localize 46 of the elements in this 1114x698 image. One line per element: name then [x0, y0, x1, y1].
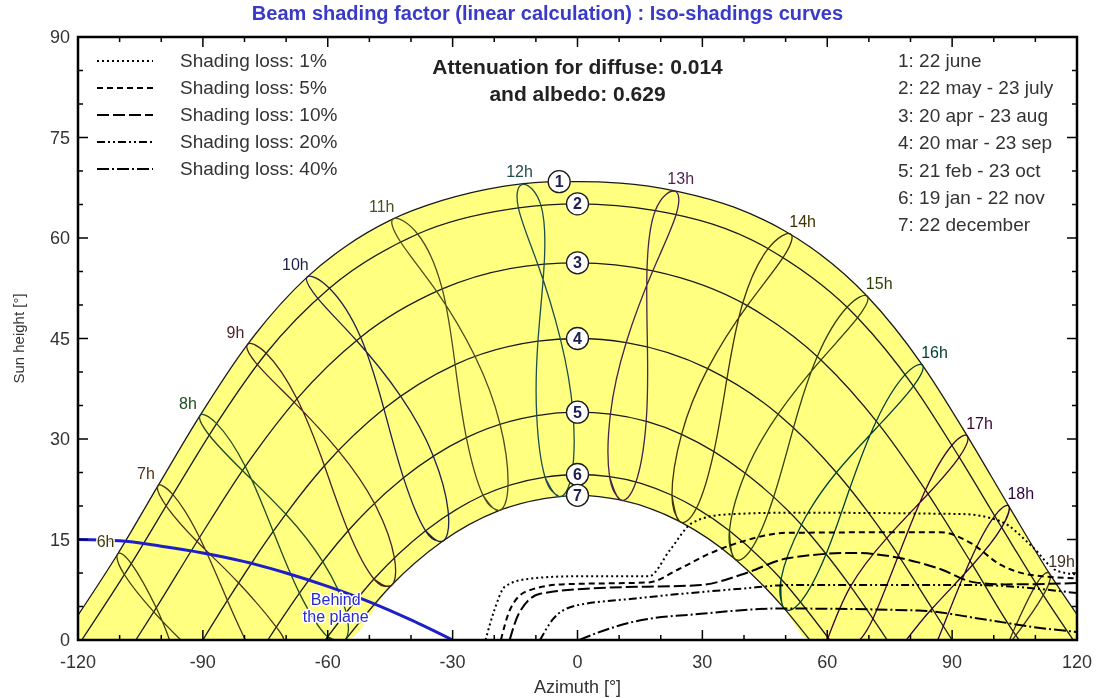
y-axis-title: Sun height [°] [10, 293, 27, 384]
x-tick-label: 90 [942, 652, 963, 672]
series-label: 14h [789, 212, 816, 230]
legend-label: Shading loss: 10% [180, 104, 338, 125]
chart-title: Beam shading factor (linear calculation) : Iso-shadings curves [251, 2, 844, 24]
annotation: 1: 22 june 2: 22 may - 23 july 3: 20 apr - 23 aug 4: 20 mar - 23 sep 5: 21 feb - 23 oct 6: 19 jan - 22 nov 7: 22 december [898, 50, 1054, 236]
x-tick-label: -60 [314, 652, 341, 672]
series-label: 17h [966, 415, 993, 433]
legend-label: Shading loss: 1% [180, 50, 327, 71]
series-label: 19h [1048, 552, 1075, 570]
series-label: 3 [573, 254, 583, 272]
y-tick-label: 90 [49, 27, 70, 47]
x-tick-label: 0 [572, 652, 583, 672]
series-label: 1 [554, 173, 564, 191]
x-tick-label: -120 [59, 652, 97, 672]
series-label: 4 [573, 330, 583, 347]
y-tick-label: 45 [49, 328, 70, 349]
y-tick-label: 60 [49, 228, 70, 248]
series-label: 15h [865, 275, 893, 293]
series-label: 16h [921, 344, 948, 362]
series-label: 9h [226, 323, 245, 341]
series-label: 10h [282, 255, 309, 273]
x-axis-title: Azimuth [°] [533, 677, 622, 697]
series-label: 11h [368, 197, 395, 215]
legend-label: Shading loss: 20% [180, 131, 338, 152]
series-label: 6 [573, 466, 583, 484]
legend-label: Shading loss: 5% [180, 77, 327, 98]
series-label: 12h [506, 163, 533, 181]
y-tick-label: 0 [59, 630, 70, 650]
annotation: Attenuation for diffuse: 0.014 and albedo: 0.629 [432, 55, 724, 105]
series-label: 5 [573, 403, 583, 421]
series-label: 18h [1007, 485, 1035, 502]
series-label: 7 [573, 486, 583, 504]
y-tick-label: 15 [49, 529, 70, 550]
x-tick-label: -30 [439, 652, 466, 672]
x-tick-label: 120 [1061, 652, 1093, 672]
y-tick-label: 30 [49, 429, 70, 449]
x-tick-label: 60 [817, 652, 838, 672]
legend-label: Shading loss: 40% [180, 158, 338, 179]
series-label: 2 [573, 195, 583, 213]
series-label: 8h [179, 394, 197, 412]
x-tick-label: 30 [692, 652, 713, 672]
series-label: 13h [667, 170, 695, 188]
y-tick-label: 75 [49, 127, 70, 148]
x-tick-label: -90 [189, 652, 216, 672]
series-label: 7h [137, 464, 155, 482]
